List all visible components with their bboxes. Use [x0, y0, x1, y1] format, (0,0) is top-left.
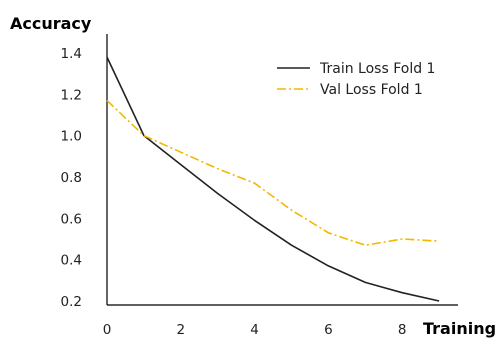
chart-axes — [106, 34, 458, 306]
series-line-2 — [106, 99, 440, 246]
x-tick-labels: 0 2 4 6 8 — [103, 322, 407, 338]
x-tick-label: 2 — [177, 322, 186, 338]
y-axis-title: Accuracy — [10, 14, 92, 33]
legend-label-2: Val Loss Fold 1 — [320, 82, 423, 98]
y-tick-label: 1.2 — [61, 87, 82, 103]
y-tick-label: 1.0 — [61, 129, 82, 145]
y-tick-label: 0.4 — [61, 253, 82, 269]
series-line-1 — [106, 56, 440, 302]
x-tick-label: 0 — [103, 322, 112, 338]
y-tick-label: 1.4 — [61, 46, 82, 62]
y-tick-label: 0.6 — [61, 211, 82, 227]
x-tick-label: 4 — [250, 322, 259, 338]
legend-label-1: Train Loss Fold 1 — [319, 61, 435, 77]
x-tick-label: 8 — [398, 322, 407, 338]
x-tick-label: 6 — [324, 322, 333, 338]
x-axis-title: Training — [423, 319, 495, 338]
y-tick-label: 0.2 — [61, 294, 82, 310]
series-lines — [106, 56, 440, 302]
y-tick-labels: 0.2 0.4 0.6 0.8 1.0 1.2 1.4 — [61, 46, 82, 310]
y-tick-label: 0.8 — [61, 170, 82, 186]
chart-legend: Train Loss Fold 1 Val Loss Fold 1 — [277, 61, 435, 98]
